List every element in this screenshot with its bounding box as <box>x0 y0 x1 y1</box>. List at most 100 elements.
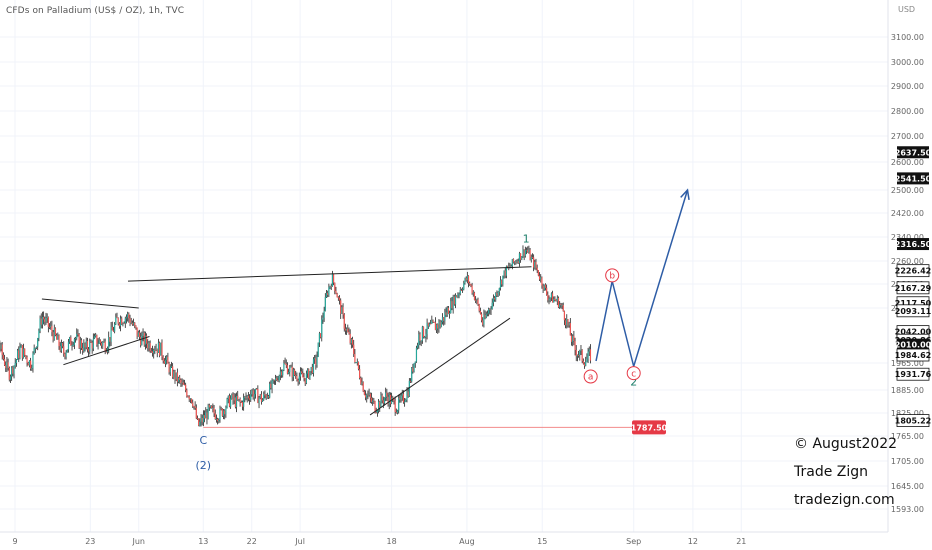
candle-body <box>187 396 189 398</box>
price-badge-bg <box>896 304 930 318</box>
price-badge-bg <box>897 338 929 351</box>
candle-body <box>344 328 347 331</box>
candle-body <box>311 367 313 374</box>
lower-triangle-line <box>63 336 150 366</box>
candle-body <box>58 335 60 347</box>
lower-channel-line <box>369 317 511 416</box>
watermark-brand: Trade Zign <box>794 464 869 480</box>
candle-body <box>59 346 61 351</box>
candle-body <box>578 355 580 356</box>
candle-body <box>464 278 466 284</box>
candle-body <box>445 312 447 315</box>
candle-body <box>377 401 380 411</box>
candle-body <box>520 253 522 260</box>
y-tick-label: 2420.00 <box>891 209 924 218</box>
candle-body <box>427 322 429 327</box>
currency-label: USD <box>898 5 916 14</box>
candle-body <box>329 286 331 288</box>
candle-body <box>21 345 23 358</box>
candle-body <box>97 343 99 345</box>
candle-body <box>382 400 384 404</box>
candle-body <box>458 293 460 295</box>
candle-body <box>163 360 165 364</box>
y-tick-label: 2340.00 <box>891 233 924 242</box>
candle-body <box>24 348 26 356</box>
candle-body <box>5 365 7 368</box>
candle-body <box>263 394 265 400</box>
upper-triangle-line <box>41 298 139 309</box>
y-tick-label: 1765.00 <box>891 432 924 441</box>
candle-body <box>28 360 31 366</box>
candle-body <box>99 340 102 343</box>
price-badge-label: 2042.00 <box>895 328 932 337</box>
candle-body <box>292 369 294 378</box>
candle-body <box>257 389 259 403</box>
candle-body <box>142 332 144 336</box>
candle-body <box>145 335 148 344</box>
candle-body <box>9 376 12 380</box>
candle-body <box>510 265 512 267</box>
y-tick-label: 2260.00 <box>891 257 924 266</box>
candle-body <box>238 399 240 400</box>
candle-body <box>166 356 168 360</box>
projection-path <box>595 189 689 370</box>
candle-body <box>470 284 472 286</box>
candle-body <box>101 342 103 346</box>
candle-body <box>235 395 238 407</box>
candle-body <box>222 410 225 416</box>
candle-body <box>531 256 534 258</box>
candle-body <box>443 317 445 321</box>
candle-body <box>424 336 426 338</box>
candle-body <box>31 368 33 370</box>
candle-body <box>138 332 141 338</box>
candle-body <box>483 314 485 325</box>
candle-body <box>123 323 125 325</box>
wave-label: (2) <box>196 459 212 472</box>
candle-body <box>451 301 453 309</box>
candle-body <box>392 397 394 399</box>
candle-body <box>548 298 550 301</box>
candle-body <box>347 328 349 332</box>
candle-body <box>509 266 511 267</box>
candle-body <box>469 283 471 285</box>
candle-body <box>354 354 356 363</box>
candle-body <box>589 349 592 361</box>
candle-body <box>315 358 317 365</box>
candle-body <box>218 419 220 422</box>
candle-body <box>203 415 206 419</box>
candle-body <box>542 285 544 290</box>
candle-body <box>259 394 261 398</box>
candle-body <box>343 314 345 329</box>
candle-body <box>453 296 455 305</box>
candle-body <box>465 278 467 281</box>
watermark-date: © August2022 <box>794 436 898 452</box>
candle-body <box>484 314 486 318</box>
candle-body <box>153 349 155 354</box>
candle-body <box>586 358 588 363</box>
candle-body <box>89 341 91 352</box>
candle-body <box>192 402 194 407</box>
candle-body <box>462 289 464 291</box>
candle-body <box>479 310 481 314</box>
candle-body <box>275 378 277 381</box>
wave-label: 1 <box>523 233 530 246</box>
candle-body <box>528 249 530 253</box>
candle-body <box>47 316 49 327</box>
y-tick-label: 1593.00 <box>891 505 924 514</box>
candle-body <box>160 342 162 356</box>
candle-body <box>556 297 558 302</box>
candle-body <box>8 368 10 380</box>
y-tick-label: 2900.00 <box>891 82 924 91</box>
candle-body <box>505 266 508 276</box>
candle-body <box>394 400 396 412</box>
candle-body <box>581 349 583 361</box>
candle-body <box>148 342 150 349</box>
candle-body <box>569 323 571 336</box>
candle-body <box>169 366 171 373</box>
candle-body <box>90 341 92 343</box>
candle-body <box>327 293 329 296</box>
x-tick-label: 12 <box>688 537 698 546</box>
candle-body <box>340 300 342 314</box>
price-badge-bg <box>896 281 930 295</box>
